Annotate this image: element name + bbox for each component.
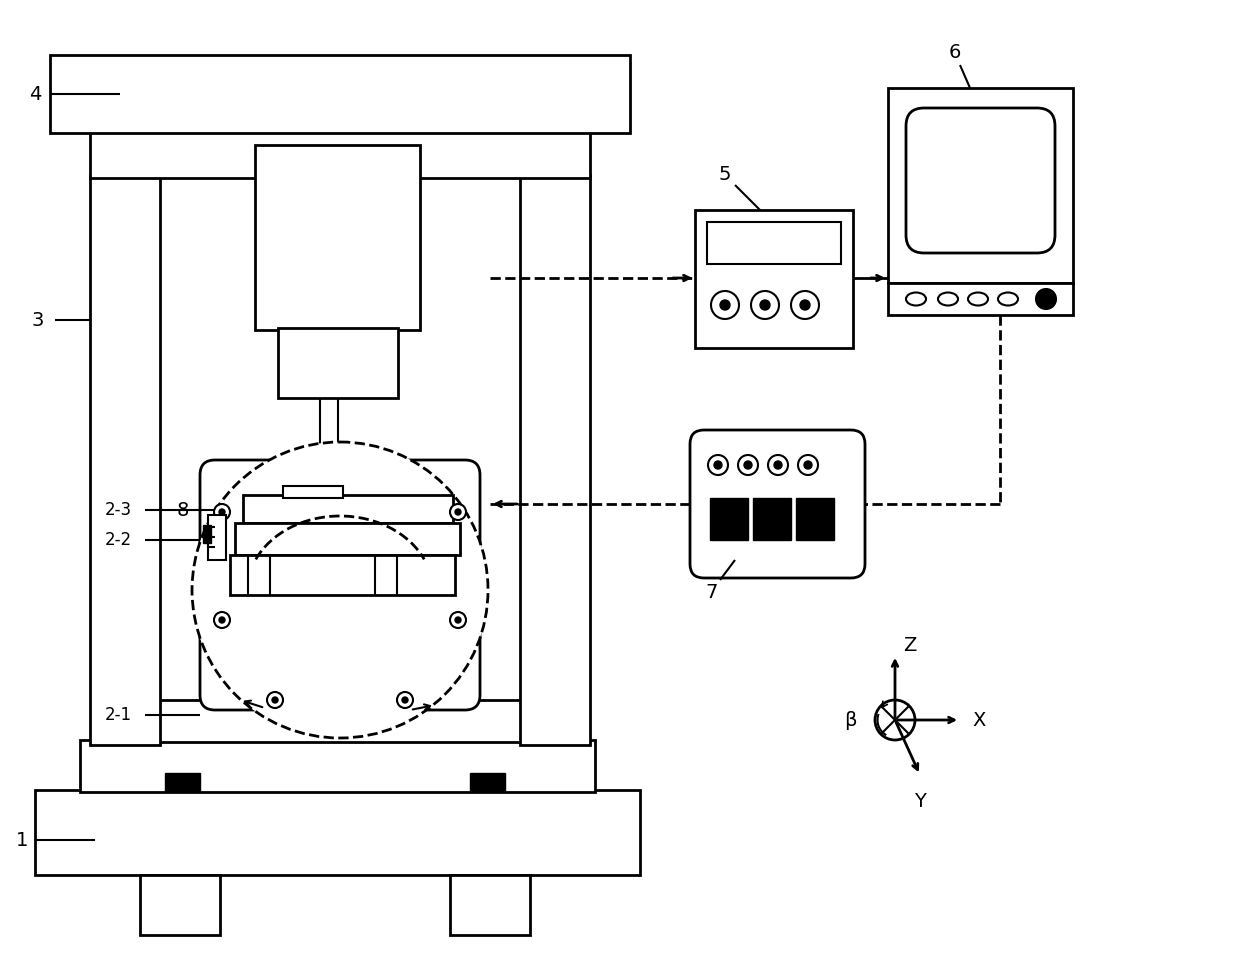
Circle shape	[708, 455, 728, 475]
Circle shape	[711, 291, 739, 319]
Circle shape	[215, 612, 229, 628]
Circle shape	[455, 617, 461, 623]
Circle shape	[799, 455, 818, 475]
Circle shape	[774, 461, 782, 469]
Circle shape	[760, 300, 770, 310]
Circle shape	[804, 461, 812, 469]
Circle shape	[450, 612, 466, 628]
Bar	[203, 525, 211, 543]
Circle shape	[450, 504, 466, 520]
Ellipse shape	[906, 292, 926, 306]
Bar	[91, 130, 590, 178]
Bar	[243, 495, 453, 523]
Text: 4: 4	[29, 84, 41, 104]
Bar	[91, 175, 160, 745]
FancyBboxPatch shape	[689, 430, 866, 578]
FancyBboxPatch shape	[200, 460, 480, 710]
Bar	[753, 498, 791, 540]
Text: 2-1: 2-1	[104, 706, 131, 724]
Circle shape	[744, 461, 751, 469]
Circle shape	[397, 692, 413, 708]
Text: Y: Y	[914, 792, 926, 811]
Circle shape	[192, 442, 489, 738]
Bar	[888, 88, 1073, 283]
Circle shape	[455, 509, 461, 515]
Circle shape	[875, 700, 915, 740]
Text: X: X	[972, 710, 986, 729]
Ellipse shape	[968, 292, 988, 306]
Circle shape	[751, 291, 779, 319]
Text: 8: 8	[177, 501, 190, 519]
Bar	[81, 740, 595, 792]
Bar	[450, 875, 529, 935]
Ellipse shape	[998, 292, 1018, 306]
Circle shape	[402, 697, 408, 703]
Bar	[888, 283, 1073, 315]
Bar	[255, 145, 420, 330]
Text: 1: 1	[16, 830, 29, 850]
Bar	[278, 328, 398, 398]
Bar	[50, 55, 630, 133]
Circle shape	[768, 455, 787, 475]
Bar	[208, 515, 226, 560]
Bar	[236, 523, 460, 555]
Circle shape	[791, 291, 818, 319]
Bar	[796, 498, 835, 540]
Circle shape	[272, 697, 278, 703]
Bar	[130, 700, 539, 742]
Circle shape	[215, 504, 229, 520]
FancyBboxPatch shape	[906, 108, 1055, 253]
Text: 7: 7	[706, 582, 718, 602]
Bar	[165, 773, 200, 791]
Text: 2-3: 2-3	[104, 501, 131, 519]
Bar	[283, 486, 343, 498]
Circle shape	[738, 455, 758, 475]
Bar	[694, 210, 853, 348]
Bar	[140, 875, 219, 935]
Circle shape	[800, 300, 810, 310]
Bar	[35, 790, 640, 875]
Text: 6: 6	[949, 42, 961, 62]
Text: β: β	[844, 710, 857, 729]
Circle shape	[219, 509, 224, 515]
Bar	[707, 222, 841, 264]
Bar	[470, 773, 505, 791]
Ellipse shape	[937, 292, 959, 306]
Circle shape	[714, 461, 722, 469]
Bar	[520, 175, 590, 745]
Bar	[711, 498, 748, 540]
Circle shape	[219, 617, 224, 623]
Text: 2-2: 2-2	[104, 531, 131, 549]
Bar	[229, 555, 455, 595]
Circle shape	[720, 300, 730, 310]
Circle shape	[1035, 289, 1056, 309]
Circle shape	[267, 692, 283, 708]
Text: 5: 5	[719, 166, 732, 184]
Text: 3: 3	[32, 311, 45, 329]
Text: Z: Z	[903, 635, 916, 655]
